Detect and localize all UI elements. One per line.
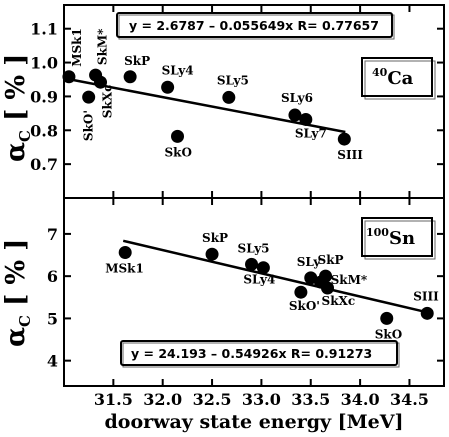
top-data-point <box>94 75 108 89</box>
bottom-point-label: SkM* <box>331 273 368 287</box>
x-tick-label: 33.0 <box>242 390 281 409</box>
x-axis-label: doorway state energy [MeV] <box>104 411 403 433</box>
bottom-data-point <box>304 271 318 285</box>
top-y-tick-label: 0.7 <box>30 155 58 174</box>
top-y-tick-label: 0.8 <box>30 121 58 140</box>
bottom-data-point <box>420 306 434 320</box>
bottom-data-point <box>245 257 259 271</box>
bottom-fit-line <box>122 239 428 314</box>
top-point-label: SkP <box>124 54 150 68</box>
top-point-label: SLy7 <box>295 126 327 140</box>
top-point-label: SLy5 <box>217 73 249 87</box>
bottom-data-point <box>380 311 394 325</box>
x-tick-label: 32.0 <box>143 390 182 409</box>
bottom-fit-box <box>120 340 398 366</box>
bottom-point-label: SkO' <box>289 299 320 313</box>
bottom-fit-equation: y = 24.193 – 0.54926x R= 0.91273 <box>131 346 372 361</box>
bottom-point-label: SkXc <box>322 294 356 308</box>
bottom-data-point <box>256 261 270 275</box>
top-nucleus-label: 40Ca <box>372 66 414 89</box>
bottom-y-ticks: 4 5 6 7 <box>47 198 444 386</box>
bottom-data-point <box>205 247 219 261</box>
top-data-point <box>288 108 302 122</box>
bottom-point-label: SkO <box>375 327 402 341</box>
top-y-tick-label: 0.9 <box>30 87 58 106</box>
bottom-point-label: SLy5 <box>238 241 270 255</box>
x-tick-label: 31.5 <box>94 390 133 409</box>
bottom-y-tick-label: 7 <box>47 225 58 244</box>
top-y-ticks: 0.7 0.8 0.9 1.0 1.1 <box>30 5 444 198</box>
bottom-panel-frame <box>63 197 445 387</box>
x-tick-label: 34.5 <box>390 390 429 409</box>
top-point-label: MSk1 <box>70 28 84 67</box>
bottom-data-point <box>321 281 335 295</box>
top-fit-equation: y = 2.6787 – 0.055649x R= 0.77657 <box>129 18 379 33</box>
top-data-point <box>62 70 76 84</box>
bottom-point-label: MSk1 <box>105 261 144 275</box>
top-point-label: SkXc <box>101 85 115 119</box>
bottom-y-tick-label: 5 <box>47 309 58 328</box>
top-series: MSk1 SkO' SkM* SkXc SkP SLy4 SkO SLy5 SLy6 SLy7 SI… <box>62 28 363 162</box>
top-nucleus-box <box>361 57 433 97</box>
top-fit-box <box>116 12 393 38</box>
top-fit-line <box>63 77 346 134</box>
bottom-data-point <box>294 285 308 299</box>
bottom-point-label: SLy4 <box>243 273 275 287</box>
top-data-point <box>161 80 175 94</box>
x-tick-label: 33.5 <box>291 390 330 409</box>
x-ticks: 31.5 32.0 32.5 33.0 33.5 34.0 34.5 <box>94 390 429 409</box>
bottom-point-label: SkP <box>202 231 228 245</box>
top-y-axis-label: αC [ % ] <box>1 54 34 162</box>
top-point-label: SkO <box>165 145 192 159</box>
bottom-point-label: SkP <box>318 253 344 267</box>
x-tick-label: 32.5 <box>193 390 232 409</box>
top-y-tick-label: 1.0 <box>30 54 58 73</box>
top-point-label: SIII <box>337 148 363 162</box>
top-data-point <box>171 129 185 143</box>
bottom-nucleus-label: 100Sn <box>366 226 415 249</box>
bottom-nucleus-box <box>361 217 433 257</box>
bottom-data-point <box>118 245 132 259</box>
top-point-label: SkM* <box>96 28 110 65</box>
top-point-label: SkO' <box>82 110 96 141</box>
top-point-label: SLy6 <box>281 91 313 105</box>
x-tick-label: 34.0 <box>341 390 380 409</box>
top-y-tick-label: 1.1 <box>30 20 58 39</box>
top-data-point <box>222 90 236 104</box>
top-data-point <box>337 132 351 146</box>
bottom-y-tick-label: 4 <box>47 352 58 371</box>
top-data-point <box>299 112 313 126</box>
top-data-point <box>123 70 137 84</box>
top-point-label: SLy4 <box>162 63 194 77</box>
bottom-y-axis-label: αC [ % ] <box>1 239 34 347</box>
bottom-point-label: SLy <box>297 255 322 269</box>
bottom-point-label: SIII <box>413 289 439 303</box>
top-data-point <box>82 90 96 104</box>
bottom-y-tick-label: 6 <box>47 267 58 286</box>
